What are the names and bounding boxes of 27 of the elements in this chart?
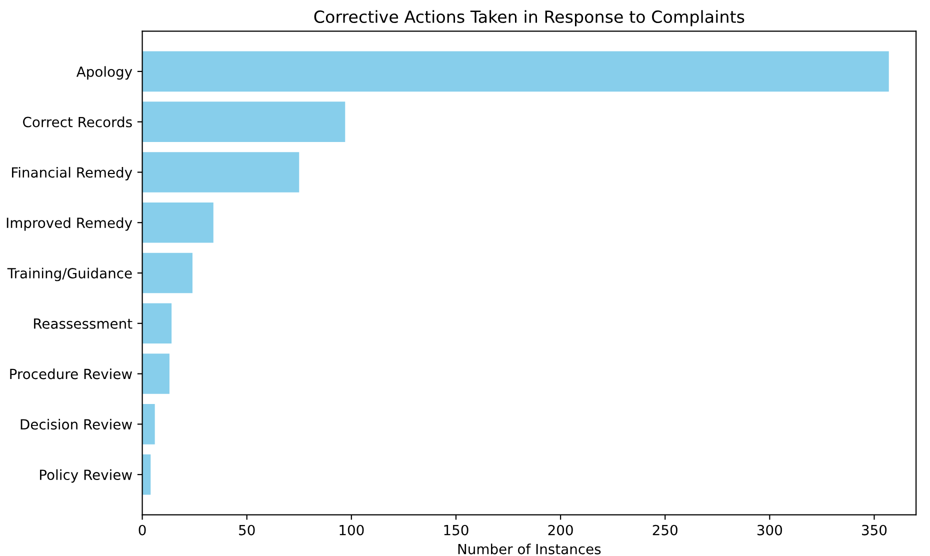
y-tick-label: Training/Guidance: [7, 268, 132, 282]
x-tick-label: 100: [340, 524, 364, 536]
chart-title: Corrective Actions Taken in Response to Complaints: [314, 10, 744, 26]
x-tick-label: 350: [862, 524, 887, 536]
y-tick-label: Decision Review: [20, 418, 132, 430]
y-tick-label: Policy Review: [40, 469, 132, 483]
y-tick-label: Procedure Review: [10, 368, 132, 380]
bar: [142, 102, 346, 142]
x-tick-label: 0: [138, 524, 146, 536]
bar: [142, 354, 170, 394]
x-tick-label: 200: [548, 524, 573, 536]
y-tick-label: Apology: [76, 66, 132, 80]
y-tick-label: Reassessment: [34, 318, 132, 329]
x-tick-label: 250: [652, 524, 678, 536]
bar: [142, 303, 172, 344]
x-axis-title: Number of Instances: [458, 544, 601, 554]
x-tick-label: 150: [444, 524, 468, 536]
x-tick-label: 300: [757, 524, 782, 536]
y-tick-label: Correct Records: [23, 116, 132, 128]
bar: [142, 404, 155, 444]
bar: [142, 252, 192, 294]
y-tick-label: Financial Remedy: [12, 166, 132, 180]
bar: [142, 51, 889, 92]
y-tick-label: Improved Remedy: [6, 217, 132, 231]
bar: [142, 152, 300, 192]
x-tick-label: 50: [239, 524, 255, 536]
bar: [142, 202, 214, 243]
